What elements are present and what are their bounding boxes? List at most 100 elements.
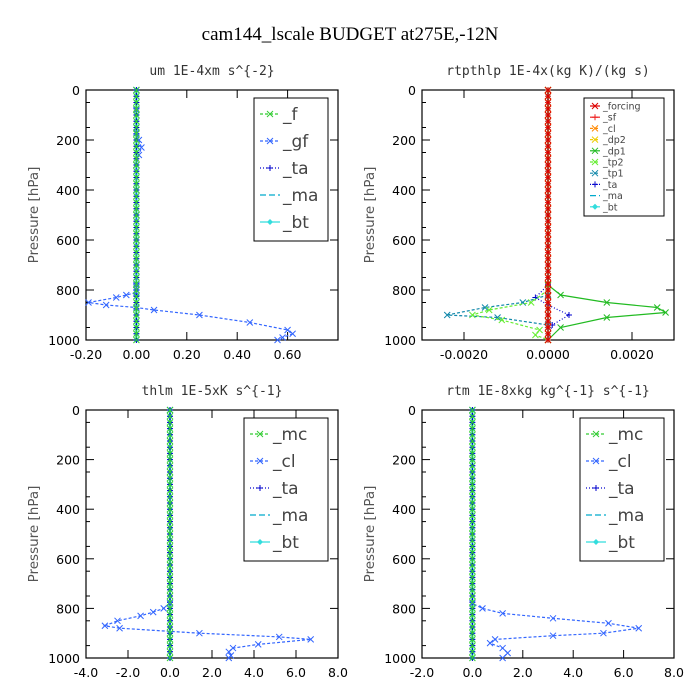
legend-label: _ta <box>272 479 299 499</box>
y-tick-label: 600 <box>56 552 80 567</box>
data-point <box>166 629 174 637</box>
data-point <box>469 605 476 612</box>
data-point <box>491 636 499 643</box>
data-point <box>469 536 476 544</box>
legend-label: _bt <box>272 533 299 553</box>
data-point <box>469 567 476 575</box>
data-point <box>544 111 552 119</box>
data-point <box>544 261 552 269</box>
x-tick-label: 6.0 <box>614 665 634 680</box>
data-point <box>166 586 174 594</box>
data-point <box>544 86 552 94</box>
legend-label: _cl <box>608 452 632 472</box>
data-point <box>133 167 140 175</box>
data-point <box>469 443 476 451</box>
series-cl <box>101 406 315 662</box>
data-point <box>544 249 552 256</box>
series-line <box>471 410 639 659</box>
data-point <box>469 406 476 414</box>
data-point <box>166 412 174 420</box>
data-point <box>166 592 174 600</box>
data-point <box>544 324 552 331</box>
legend-marker <box>592 114 598 121</box>
data-point <box>544 117 552 125</box>
chart-panel-1: um 1E-4xm s^{-2} 0 200 400 600 800 1000-0.20 0.… <box>26 64 339 362</box>
data-point <box>544 280 552 288</box>
x-tick-label: 4.0 <box>563 665 583 680</box>
y-tick-label: 1000 <box>48 651 80 666</box>
data-point <box>166 518 174 525</box>
data-point <box>114 617 121 625</box>
data-point <box>166 598 174 606</box>
data-point <box>133 180 140 188</box>
panel-title: rtpthlp 1E-4x(kg K)/(kg s) <box>446 64 650 79</box>
data-point <box>544 167 552 175</box>
data-point <box>133 330 140 338</box>
data-point <box>166 536 174 544</box>
y-tick-label: 400 <box>392 183 416 198</box>
legend-box <box>579 417 665 562</box>
data-point <box>133 105 140 113</box>
legend-label: _cl <box>602 124 616 135</box>
series-tp2 <box>469 86 552 344</box>
legend: _f _gf _ta _ma _bt <box>253 97 329 242</box>
data-point <box>133 230 140 238</box>
y-tick-label: 1000 <box>48 333 80 348</box>
legend: _mc _cl _ta _ma _bt <box>579 417 665 562</box>
data-point <box>133 142 140 150</box>
data-point <box>544 105 552 113</box>
data-point <box>166 580 174 587</box>
data-point <box>469 450 476 457</box>
series-line <box>534 90 571 341</box>
data-point <box>133 174 140 181</box>
data-point <box>166 443 174 451</box>
data-point <box>485 306 493 314</box>
data-point <box>469 512 476 519</box>
legend-label: _f <box>282 105 299 125</box>
data-point <box>138 144 145 151</box>
y-tick-label: 400 <box>392 502 416 517</box>
data-point <box>469 524 476 532</box>
y-axis-label: Pressure [hPa] <box>362 486 378 583</box>
data-point <box>566 312 572 318</box>
data-point <box>166 611 174 618</box>
data-point <box>469 617 476 625</box>
data-point <box>544 155 552 163</box>
data-point <box>133 130 140 138</box>
chart-panel-2: rtpthlp 1E-4x(kg K)/(kg s) 0 200 400 600 800 1… <box>362 64 675 362</box>
legend-label: _gf <box>282 132 309 152</box>
series-f <box>133 86 140 344</box>
data-point <box>544 299 552 306</box>
data-point <box>133 186 140 194</box>
y-axis-label: Pressure [hPa] <box>26 167 42 264</box>
data-point <box>469 518 476 525</box>
x-tick-label: 0.0 <box>160 665 180 680</box>
data-point <box>133 205 140 213</box>
data-point <box>549 632 557 640</box>
data-point <box>166 456 174 463</box>
data-point <box>544 99 552 106</box>
data-point <box>133 305 140 313</box>
data-point <box>133 267 140 275</box>
data-point <box>469 487 476 494</box>
data-point <box>133 299 140 306</box>
data-point <box>166 481 174 488</box>
data-point <box>549 614 557 622</box>
plot-frame <box>421 409 675 659</box>
series-ta <box>532 87 572 343</box>
data-point <box>246 319 254 326</box>
legend-marker <box>591 102 599 110</box>
y-tick-label: 0 <box>408 403 416 418</box>
data-point <box>133 99 140 106</box>
data-point <box>116 624 123 632</box>
data-point <box>469 580 476 587</box>
y-tick-label: 400 <box>56 502 80 517</box>
data-point <box>469 586 476 594</box>
legend-marker <box>592 457 600 465</box>
data-point <box>527 299 535 306</box>
data-point <box>166 549 174 556</box>
x-tick-label: 2.0 <box>513 665 533 680</box>
data-point <box>544 136 552 144</box>
data-point <box>279 334 286 341</box>
